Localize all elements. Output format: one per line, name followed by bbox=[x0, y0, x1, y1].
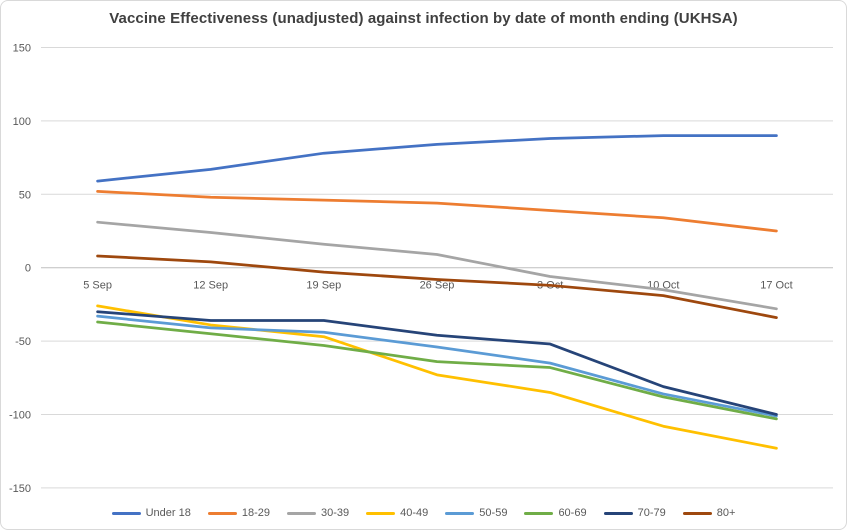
legend-line-swatch bbox=[111, 511, 141, 515]
legend-label: 18-29 bbox=[241, 507, 271, 519]
series-line-18-29 bbox=[96, 189, 778, 233]
legend-label: Under 18 bbox=[145, 507, 191, 519]
x-tick-label: 5 Sep bbox=[83, 280, 112, 292]
series-line-50-59 bbox=[96, 314, 778, 418]
y-tick-label: -50 bbox=[15, 336, 31, 348]
series-line-40-49 bbox=[96, 304, 778, 450]
legend-line-swatch bbox=[366, 511, 396, 515]
legend-line-swatch bbox=[207, 511, 237, 515]
legend-label: 70-79 bbox=[637, 507, 666, 519]
legend-label: 40-49 bbox=[400, 507, 429, 519]
x-tick-label: 19 Sep bbox=[306, 280, 341, 292]
series-line-30-39 bbox=[96, 220, 778, 311]
legend-item-40-49: 40-49 bbox=[366, 507, 428, 519]
legend-line-swatch bbox=[603, 511, 633, 515]
x-tick-label: 17 Oct bbox=[760, 280, 792, 292]
series-line-60-69 bbox=[96, 320, 778, 421]
legend-item-50-59: 50-59 bbox=[445, 507, 507, 519]
legend-label: 50-59 bbox=[479, 507, 508, 519]
y-tick-label: -150 bbox=[9, 483, 31, 495]
legend-line-swatch bbox=[524, 511, 554, 515]
chart-title: Vaccine Effectiveness (unadjusted) again… bbox=[109, 10, 738, 27]
legend-line-swatch bbox=[445, 511, 475, 515]
legend-item-18-29: 18-29 bbox=[207, 507, 271, 519]
x-tick-label: 12 Sep bbox=[193, 280, 228, 292]
series-line-70-79 bbox=[96, 310, 778, 416]
legend-line-swatch bbox=[287, 511, 317, 515]
legend-item-70-79: 70-79 bbox=[603, 507, 666, 519]
legend-line-swatch bbox=[682, 511, 712, 515]
legend-item-under-18: Under 18 bbox=[111, 507, 191, 519]
y-tick-label: 150 bbox=[13, 43, 31, 55]
y-tick-label: -100 bbox=[9, 410, 31, 422]
legend-item-30-39: 30-39 bbox=[287, 507, 349, 519]
series-line-under-18 bbox=[96, 134, 778, 183]
y-tick-label: 0 bbox=[25, 263, 31, 275]
series-line-80- bbox=[96, 254, 778, 319]
legend-item-60-69: 60-69 bbox=[524, 507, 587, 519]
legend: Under 18 18-29 30-39 40-49 50-59 60-69 70-79 80… bbox=[1, 507, 846, 519]
legend-item-80-: 80+ bbox=[682, 507, 736, 519]
legend-label: 80+ bbox=[716, 507, 736, 519]
y-tick-label: 100 bbox=[13, 116, 31, 128]
y-tick-label: 50 bbox=[19, 189, 31, 201]
legend-label: 30-39 bbox=[321, 507, 350, 519]
legend-label: 60-69 bbox=[558, 507, 587, 519]
x-tick-label: 26 Sep bbox=[420, 280, 455, 292]
